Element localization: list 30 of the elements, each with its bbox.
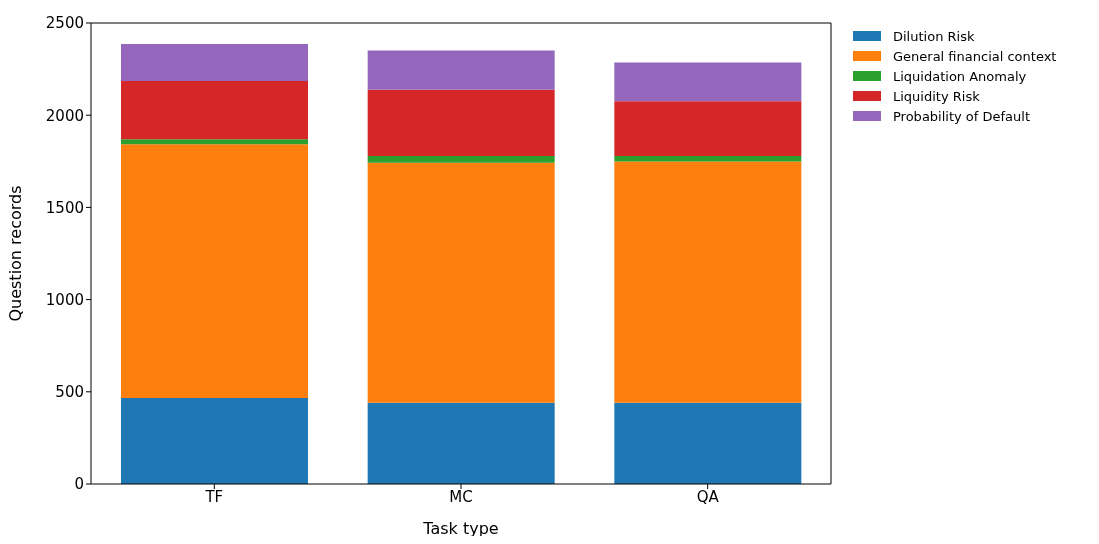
bar bbox=[614, 402, 802, 484]
legend-label: Liquidation Anomaly bbox=[893, 68, 1027, 84]
y-tick-label: 1000 bbox=[45, 290, 84, 309]
bar bbox=[367, 155, 555, 163]
y-tick-label: 2000 bbox=[45, 106, 84, 125]
bar bbox=[614, 62, 802, 102]
bar bbox=[121, 144, 308, 399]
y-tick-label: 500 bbox=[55, 383, 84, 402]
bar bbox=[367, 402, 555, 484]
bar bbox=[121, 398, 308, 484]
legend-label: Dilution Risk bbox=[893, 28, 975, 44]
legend-label: Liquidity Risk bbox=[893, 88, 980, 104]
bar bbox=[614, 155, 802, 162]
bar bbox=[121, 44, 308, 82]
bar bbox=[121, 81, 308, 140]
y-tick-label: 1500 bbox=[45, 198, 84, 217]
bar bbox=[367, 162, 555, 403]
x-tick-label: QA bbox=[696, 487, 720, 506]
bar bbox=[121, 139, 308, 145]
y-tick-label: 2500 bbox=[45, 14, 84, 33]
bar bbox=[614, 161, 802, 403]
legend-label: Probability of Default bbox=[893, 108, 1031, 124]
x-tick-label: MC bbox=[449, 487, 473, 506]
bar bbox=[614, 101, 802, 156]
legend-label: General financial context bbox=[893, 48, 1057, 64]
x-tick-label: TF bbox=[204, 487, 224, 506]
bar bbox=[367, 89, 555, 156]
bar bbox=[367, 50, 555, 90]
y-tick-label: 0 bbox=[74, 475, 84, 494]
y-axis-title: Question records bbox=[5, 185, 25, 322]
